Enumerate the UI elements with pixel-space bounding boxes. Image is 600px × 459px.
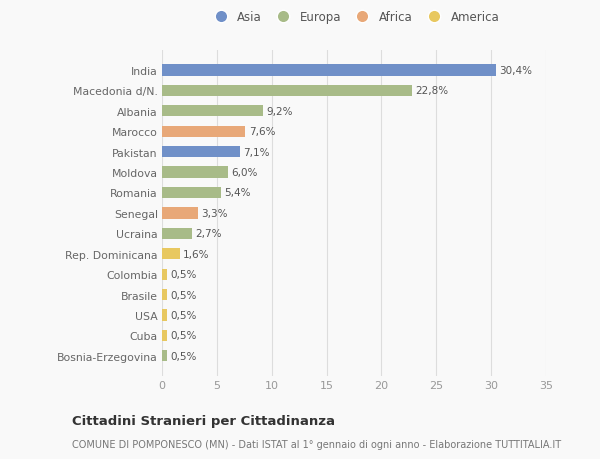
Bar (162, 350, 167, 362)
Text: 0,5%: 0,5% (171, 269, 197, 280)
Bar (162, 269, 167, 280)
Bar (162, 167, 228, 178)
Bar (162, 208, 198, 219)
Bar (162, 289, 167, 301)
Bar (162, 310, 167, 321)
Text: COMUNE DI POMPONESCO (MN) - Dati ISTAT al 1° gennaio di ogni anno - Elaborazione: COMUNE DI POMPONESCO (MN) - Dati ISTAT a… (72, 440, 561, 449)
Text: 22,8%: 22,8% (415, 86, 449, 96)
Text: 7,1%: 7,1% (243, 147, 269, 157)
Text: 30,4%: 30,4% (499, 66, 532, 76)
Text: 0,5%: 0,5% (171, 351, 197, 361)
Text: Cittadini Stranieri per Cittadinanza: Cittadini Stranieri per Cittadinanza (72, 414, 335, 428)
Text: 2,7%: 2,7% (195, 229, 221, 239)
Bar (162, 147, 240, 158)
Bar (162, 86, 412, 97)
Bar (162, 330, 167, 341)
Bar (162, 187, 221, 199)
Text: 9,2%: 9,2% (266, 106, 293, 117)
Bar (162, 228, 191, 240)
Text: 6,0%: 6,0% (231, 168, 257, 178)
Bar (162, 249, 179, 260)
Text: 5,4%: 5,4% (224, 188, 251, 198)
Bar (162, 126, 245, 138)
Text: 0,5%: 0,5% (171, 310, 197, 320)
Bar (162, 65, 496, 77)
Bar (162, 106, 263, 117)
Text: 0,5%: 0,5% (171, 290, 197, 300)
Text: 3,3%: 3,3% (202, 208, 228, 218)
Text: 7,6%: 7,6% (248, 127, 275, 137)
Text: 0,5%: 0,5% (171, 330, 197, 341)
Text: 1,6%: 1,6% (183, 249, 209, 259)
Legend: Asia, Europa, Africa, America: Asia, Europa, Africa, America (205, 7, 503, 28)
